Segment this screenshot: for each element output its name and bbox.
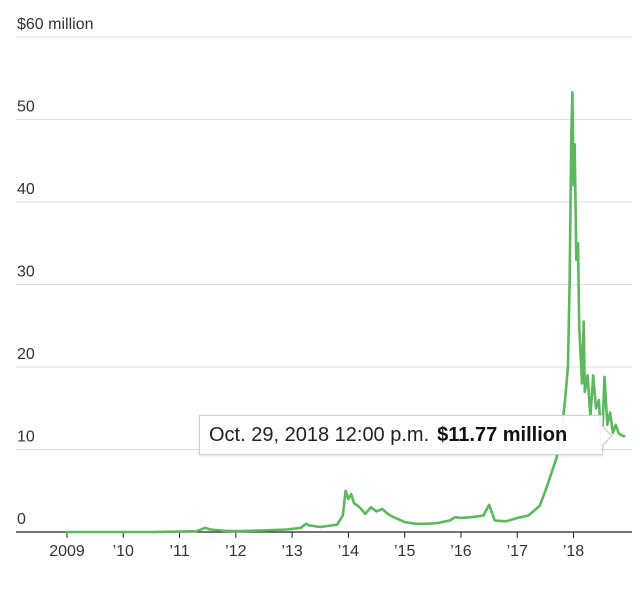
y-tick-label-40: 40 bbox=[17, 181, 35, 198]
x-tick-label-2010: ’10 bbox=[113, 543, 134, 560]
y-tick-label-30: 30 bbox=[17, 264, 35, 281]
x-tick-label-2009: 2009 bbox=[49, 543, 85, 560]
x-tick-label-2016: ’16 bbox=[450, 543, 471, 560]
y-tick-label-0: 0 bbox=[17, 511, 26, 528]
x-tick-label-2012: ’12 bbox=[225, 543, 246, 560]
x-axis: 2009 ’10 ’11 ’12 ’13 ’14 ’15 ’16 ’17 ’18 bbox=[16, 531, 632, 560]
y-axis-labels: $60 million 50 40 30 20 10 0 bbox=[17, 16, 93, 528]
data-tooltip: Oct. 29, 2018 12:00 p.m. $11.77 million bbox=[199, 415, 613, 455]
y-tick-label-60: $60 million bbox=[17, 16, 93, 33]
x-tick-label-2015: ’15 bbox=[394, 543, 415, 560]
series-lines bbox=[65, 91, 626, 534]
gridlines bbox=[16, 36, 632, 450]
series-line-0 bbox=[65, 91, 626, 534]
y-tick-label-50: 50 bbox=[17, 99, 35, 116]
y-tick-label-10: 10 bbox=[17, 429, 35, 446]
x-tick-label-2014: ’14 bbox=[338, 543, 359, 560]
tooltip-pointer bbox=[601, 425, 613, 447]
x-tick-label-2011: ’11 bbox=[169, 543, 189, 560]
x-tick-label-2013: ’13 bbox=[281, 543, 302, 560]
y-tick-label-20: 20 bbox=[17, 346, 35, 363]
tooltip-date: Oct. 29, 2018 12:00 p.m. bbox=[209, 424, 430, 446]
x-tick-label-2017: ’17 bbox=[507, 543, 528, 560]
tooltip-value: $11.77 million bbox=[437, 424, 568, 446]
x-tick-label-2018: ’18 bbox=[563, 543, 584, 560]
